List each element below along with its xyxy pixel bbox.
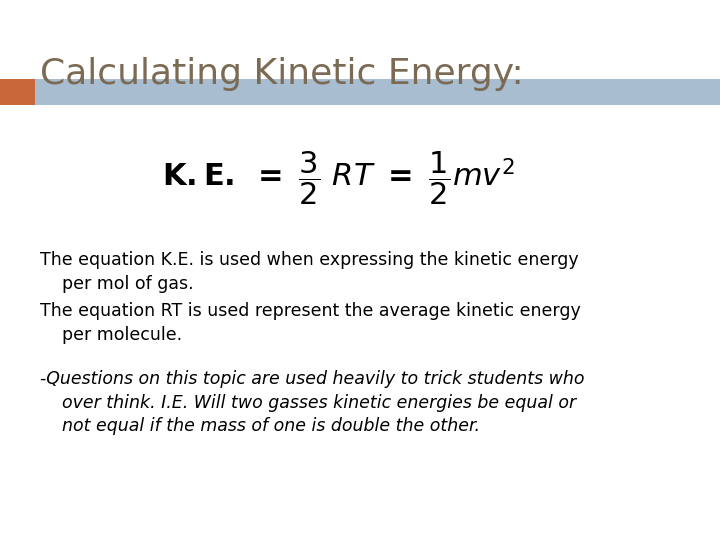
Bar bbox=[0, 79, 35, 105]
Text: The equation K.E. is used when expressing the kinetic energy
    per mol of gas.: The equation K.E. is used when expressin… bbox=[40, 251, 578, 293]
Text: $\mathbf{K.E.}\ \boldsymbol{=}\ \dfrac{3}{2}\ \mathit{RT}\ \boldsymbol{=}\ \dfra: $\mathbf{K.E.}\ \boldsymbol{=}\ \dfrac{3… bbox=[162, 150, 515, 207]
Text: -Questions on this topic are used heavily to trick students who
    over think. : -Questions on this topic are used heavil… bbox=[40, 370, 584, 435]
Bar bbox=[35, 79, 720, 105]
Text: The equation RT is used represent the average kinetic energy
    per molecule.: The equation RT is used represent the av… bbox=[40, 302, 580, 344]
Text: Calculating Kinetic Energy:: Calculating Kinetic Energy: bbox=[40, 57, 523, 91]
